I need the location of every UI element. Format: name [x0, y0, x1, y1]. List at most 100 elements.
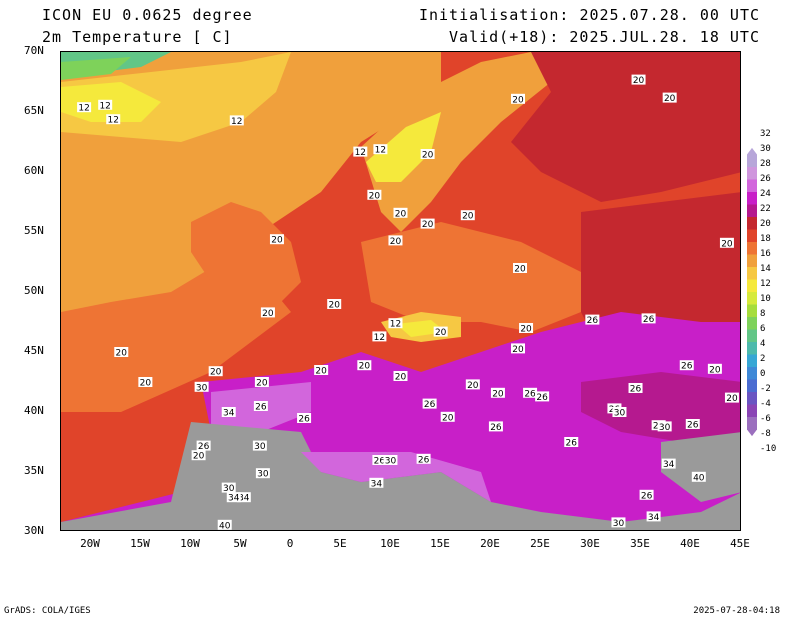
- contour-label: 30: [255, 468, 270, 480]
- contour-label: 34: [646, 511, 661, 523]
- lat-label: 55N: [24, 224, 44, 237]
- init-time: Initialisation: 2025.07.28. 00 UTC: [418, 6, 760, 24]
- svg-text:34: 34: [228, 494, 240, 504]
- contour-label: 20: [513, 263, 528, 275]
- svg-text:20: 20: [369, 191, 381, 201]
- svg-text:12: 12: [375, 146, 386, 156]
- contour-label: 26: [628, 383, 643, 395]
- svg-text:20: 20: [395, 209, 407, 219]
- contour-label: 12: [388, 318, 403, 330]
- contour-label: 40: [217, 519, 232, 530]
- svg-text:30: 30: [196, 383, 208, 393]
- contour-label: 34: [226, 492, 241, 504]
- legend-swatch: [747, 242, 757, 255]
- svg-text:26: 26: [681, 362, 693, 372]
- legend-label: 32: [760, 128, 771, 139]
- svg-text:20: 20: [633, 76, 645, 86]
- legend-label: 28: [760, 158, 771, 169]
- contour-label: 26: [523, 387, 538, 399]
- svg-text:20: 20: [395, 373, 407, 383]
- legend-label: 12: [760, 278, 771, 289]
- contour-labels: 12 12 12 12 12 12 20 20 20 20 20 20 20 20 20 20 20 20 20 12…: [77, 74, 739, 530]
- legend-swatch: [747, 417, 757, 430]
- contour-label: 30: [612, 407, 627, 419]
- lat-label: 45N: [24, 344, 44, 357]
- lon-label: 10E: [380, 537, 400, 550]
- scandinavia-field-16: [361, 52, 581, 232]
- svg-text:20: 20: [520, 325, 532, 335]
- svg-text:20: 20: [271, 236, 283, 246]
- svg-text:34: 34: [648, 513, 660, 523]
- svg-text:26: 26: [641, 491, 653, 501]
- svg-text:30: 30: [614, 409, 626, 419]
- contour-label: 26: [422, 398, 437, 410]
- lon-label: 20W: [80, 537, 100, 550]
- contour-label: 26: [196, 440, 211, 452]
- svg-text:20: 20: [726, 394, 738, 404]
- svg-text:20: 20: [262, 309, 274, 319]
- contour-label: 20: [138, 377, 153, 389]
- contour-label: 20: [519, 323, 534, 335]
- svg-text:26: 26: [374, 457, 386, 467]
- middle-east-field-above-scale: [661, 432, 740, 502]
- lat-label: 50N: [24, 284, 44, 297]
- contour-label: 34: [661, 458, 676, 470]
- svg-text:12: 12: [108, 116, 119, 126]
- legend-swatch: [747, 192, 757, 205]
- contour-label: 20: [724, 392, 739, 404]
- british-isles-field: [191, 202, 301, 302]
- lon-label: 5W: [233, 537, 247, 550]
- svg-text:20: 20: [442, 413, 454, 423]
- svg-text:30: 30: [659, 423, 671, 433]
- contour-label: 20: [393, 371, 408, 383]
- svg-text:26: 26: [490, 423, 502, 433]
- contour-label: 12: [353, 146, 368, 158]
- svg-text:34: 34: [223, 409, 235, 419]
- legend-label: 2: [760, 353, 766, 364]
- contour-label: 26: [585, 314, 600, 326]
- contour-label: 12: [372, 331, 387, 343]
- contour-label: 20: [208, 366, 223, 378]
- temperature-map: 12 12 12 12 12 12 20 20 20 20 20 20 20 20 20 20 20 20 20 12…: [60, 51, 741, 531]
- contour-label: 26: [639, 489, 654, 501]
- fennoscandia-field-22: [511, 52, 740, 202]
- contour-label: 20: [420, 149, 435, 161]
- svg-text:12: 12: [374, 333, 385, 343]
- svg-text:34: 34: [371, 479, 383, 489]
- contour-label: 26: [297, 413, 312, 425]
- legend-swatch: [747, 304, 757, 318]
- contour-label: 30: [221, 482, 236, 494]
- svg-text:20: 20: [256, 379, 268, 389]
- svg-text:20: 20: [435, 328, 447, 338]
- svg-text:26: 26: [643, 315, 655, 325]
- valid-time: Valid(+18): 2025.JUL.28. 18 UTC: [449, 28, 760, 46]
- sahara-field-above-scale: [61, 422, 740, 530]
- svg-text:34: 34: [663, 460, 675, 470]
- legend-label: 26: [760, 173, 771, 184]
- legend-swatch: [747, 267, 757, 280]
- svg-text:26: 26: [524, 389, 536, 399]
- legend-label: 16: [760, 248, 771, 259]
- legend-label: 0: [760, 368, 766, 379]
- color-legend-bar: [747, 147, 757, 437]
- contour-label: 20: [314, 365, 329, 377]
- legend-swatch: [747, 404, 757, 418]
- svg-text:20: 20: [462, 212, 474, 222]
- legend-swatch: [747, 379, 757, 393]
- legend-swatch: [747, 367, 757, 380]
- legend-swatch: [747, 154, 757, 168]
- legend-swatch: [747, 292, 757, 305]
- legend-swatch: [747, 179, 757, 193]
- contour-label: 34: [369, 477, 384, 489]
- legend-label: 4: [760, 338, 766, 349]
- lon-label: 10W: [180, 537, 200, 550]
- scandinavia-field-12: [366, 112, 441, 182]
- svg-text:12: 12: [78, 104, 89, 114]
- contour-label: 20: [662, 92, 677, 104]
- lat-label: 30N: [24, 524, 44, 537]
- legend-bottom-arrow: [747, 429, 757, 437]
- svg-text:30: 30: [223, 484, 235, 494]
- contour-label: 30: [657, 421, 672, 433]
- svg-text:34: 34: [238, 494, 250, 504]
- contour-label: 30: [383, 455, 398, 467]
